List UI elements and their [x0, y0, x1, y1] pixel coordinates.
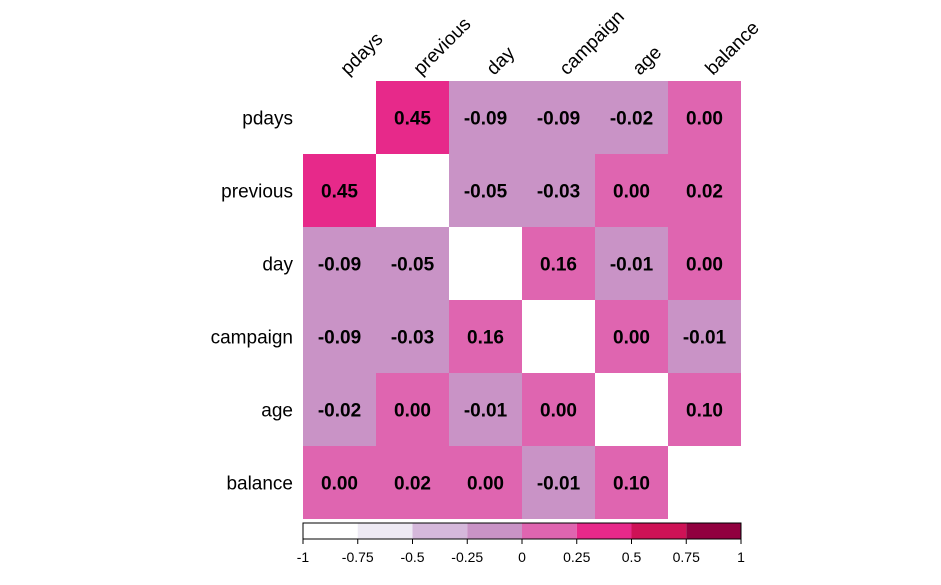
cell-value-label: -0.03 — [537, 182, 580, 203]
heatmap-cell-age-campaign — [522, 373, 595, 446]
cell-value-label: 0.10 — [686, 401, 723, 422]
cell-value-label: 0.00 — [321, 474, 358, 495]
heatmap-cell-previous-day — [449, 154, 522, 227]
heatmap-cell-balance-age — [595, 446, 668, 519]
heatmap-cell-day-age — [595, 227, 668, 300]
cell-value-label: -0.01 — [610, 255, 654, 276]
column-label-campaign: campaign — [556, 6, 629, 79]
heatmap-cell-pdays-day — [449, 81, 522, 154]
row-label-pdays: pdays — [242, 109, 293, 130]
cell-value-label: -0.05 — [464, 182, 508, 203]
heatmap-cell-age-balance — [668, 373, 741, 446]
heatmap-cell-campaign-balance — [668, 300, 741, 373]
legend-tick-label: 0 — [518, 549, 526, 565]
heatmap-cell-pdays-campaign — [522, 81, 595, 154]
legend-color-swatch — [357, 523, 413, 539]
heatmap-cell-previous-balance — [668, 154, 741, 227]
heatmap-cell-day-campaign — [522, 227, 595, 300]
legend-tick-label: -1 — [297, 549, 310, 565]
cell-value-label: -0.09 — [318, 255, 361, 276]
cell-value-label: 0.00 — [613, 328, 650, 349]
legend-tick-label: -0.25 — [451, 549, 483, 565]
heatmap-cell-age-day — [449, 373, 522, 446]
legend-tick-label: 0.75 — [673, 549, 700, 565]
cell-value-label: -0.02 — [610, 109, 653, 130]
legend-color-swatch — [522, 523, 577, 539]
cell-value-label: -0.02 — [318, 401, 361, 422]
heatmap-cell-pdays-previous — [376, 81, 449, 154]
cell-value-label: -0.05 — [391, 255, 435, 276]
legend-color-swatch — [303, 523, 358, 539]
cell-value-label: -0.09 — [464, 109, 507, 130]
heatmap-cell-day-pdays — [303, 227, 376, 300]
cell-value-label: -0.01 — [464, 401, 508, 422]
cell-value-label: -0.09 — [537, 109, 580, 130]
row-label-day: day — [262, 255, 293, 276]
heatmap-cell-balance-day — [449, 446, 522, 519]
cell-value-label: 0.45 — [394, 109, 431, 130]
column-labels: pdays previous day campaign age balance — [337, 6, 764, 79]
cell-value-label: 0.00 — [467, 474, 504, 495]
legend-tick-label: 0.5 — [622, 549, 642, 565]
cell-value-label: 0.02 — [394, 474, 431, 495]
cell-value-label: 0.00 — [686, 255, 723, 276]
legend-tick-label: 1 — [737, 549, 745, 565]
cell-value-label: -0.01 — [537, 474, 581, 495]
cell-value-label: 0.00 — [394, 401, 431, 422]
heatmap-cell-campaign-pdays — [303, 300, 376, 373]
column-label-age: age — [629, 42, 666, 79]
legend-color-swatch — [576, 523, 632, 539]
column-label-previous: previous — [410, 14, 476, 80]
heatmap-cell-campaign-age — [595, 300, 668, 373]
heatmap-cell-campaign-day — [449, 300, 522, 373]
legend-tick-label: 0.25 — [563, 549, 590, 565]
legend-color-swatch — [686, 523, 741, 539]
heatmap-cell-balance-pdays — [303, 446, 376, 519]
legend-color-swatch — [412, 523, 468, 539]
heatmap-cell-age-previous — [376, 373, 449, 446]
cell-value-label: 0.02 — [686, 182, 723, 203]
column-label-balance: balance — [702, 18, 764, 80]
cell-value-label: 0.00 — [613, 182, 650, 203]
heatmap-cell-previous-age — [595, 154, 668, 227]
heatmap-cell-day-balance — [668, 227, 741, 300]
heatmap-cell-previous-campaign — [522, 154, 595, 227]
heatmap-cells: 0.45 -0.09 -0.09 -0.02 0.00 0.45 -0.05 -0.03 0.0… — [303, 81, 741, 519]
heatmap-cell-balance-campaign — [522, 446, 595, 519]
heatmap-cell-campaign-previous — [376, 300, 449, 373]
row-label-previous: previous — [221, 182, 293, 203]
heatmap-cell-day-previous — [376, 227, 449, 300]
color-legend: -1 -0.75 -0.5 -0.25 0 0.25 0.5 0.75 1 — [297, 522, 745, 565]
legend-tick-label: -0.5 — [400, 549, 424, 565]
legend-color-swatch — [467, 523, 522, 539]
cell-value-label: 0.00 — [686, 109, 723, 130]
cell-value-label: 0.10 — [613, 474, 650, 495]
heatmap-cell-pdays-balance — [668, 81, 741, 154]
cell-value-label: 0.00 — [540, 401, 577, 422]
heatmap-cell-pdays-age — [595, 81, 668, 154]
cell-value-label: -0.03 — [391, 328, 434, 349]
column-label-pdays: pdays — [337, 29, 388, 80]
cell-value-label: 0.16 — [467, 328, 504, 349]
row-label-balance: balance — [226, 474, 293, 495]
row-label-campaign: campaign — [211, 328, 293, 349]
heatmap-cell-age-pdays — [303, 373, 376, 446]
heatmap-cell-previous-pdays — [303, 154, 376, 227]
row-labels: pdays previous day campaign age balance — [211, 109, 294, 495]
column-label-day: day — [483, 43, 520, 80]
row-label-age: age — [261, 401, 293, 422]
heatmap-cell-balance-previous — [376, 446, 449, 519]
cell-value-label: -0.01 — [683, 328, 727, 349]
legend-color-swatch — [631, 523, 687, 539]
cell-value-label: 0.45 — [321, 182, 358, 203]
cell-value-label: 0.16 — [540, 255, 577, 276]
legend-tick-label: -0.75 — [342, 549, 374, 565]
cell-value-label: -0.09 — [318, 328, 361, 349]
